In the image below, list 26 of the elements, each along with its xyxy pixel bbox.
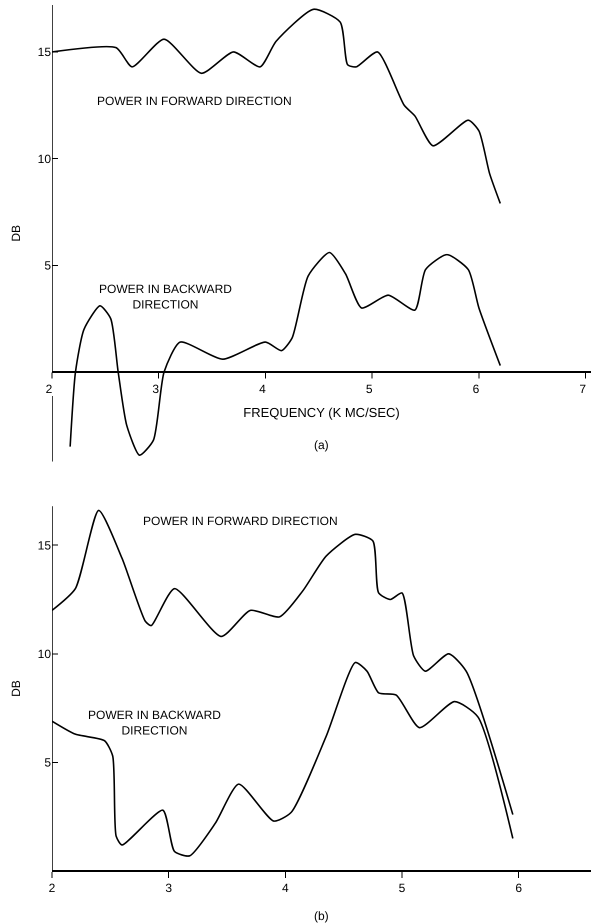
y-tick-label: 10 [38,152,52,166]
x-tick-label: 7 [579,382,586,396]
x-tick-label: 3 [152,382,160,396]
y-tick-label: 15 [38,538,52,552]
y-tick-label: 5 [44,258,52,272]
annotation: POWER IN BACKWARD DIRECTION [99,282,232,312]
x-tick-label: 2 [48,881,56,896]
x-tick-label: 6 [515,881,522,896]
x-axis-title: FREQUENCY (K MC/SEC) [243,405,400,420]
x-tick-label: 4 [282,881,289,896]
annotation: POWER IN BACKWARD DIRECTION [88,708,222,738]
y-tick-label: 15 [38,45,52,60]
y-tick-label: 5 [44,756,52,770]
x-tick-label: 5 [366,382,373,396]
x-tick-label: 5 [398,881,406,896]
y-tick-label: 10 [38,647,52,661]
x-tick-label: 4 [259,382,266,396]
x-tick-label: 3 [165,881,172,896]
annotation: POWER IN FORWARD DIRECTION [143,514,338,528]
annotation: POWER IN FORWARD DIRECTION [97,94,292,108]
y-axis-title: DB [8,224,23,242]
annotation: (a) [314,438,329,452]
text: (b) [314,909,329,923]
x-tick-label: 2 [46,382,53,396]
y-axis-title: DB [8,680,23,697]
x-tick-label: 6 [472,382,480,396]
